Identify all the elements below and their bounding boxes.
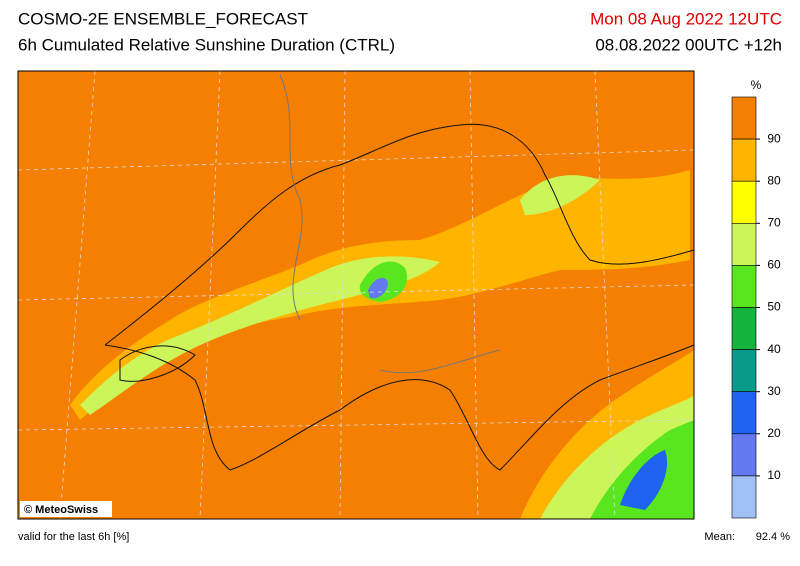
colorbar-label: 30 — [767, 384, 781, 398]
colorbar-label: 80 — [767, 173, 781, 187]
sunshine-band — [620, 450, 668, 510]
colorbar-bin — [731, 433, 757, 477]
colorbar-bin — [731, 138, 757, 182]
footer-note: valid for the last 6h [%] — [18, 531, 129, 543]
borders — [104, 123, 695, 471]
colorbar-label: 40 — [767, 342, 781, 356]
sunshine-band — [80, 256, 440, 415]
subtitle: 6h Cumulated Relative Sunshine Duration … — [18, 35, 395, 54]
title: COSMO-2E ENSEMBLE_FORECAST — [18, 9, 308, 28]
colorbar-bin — [731, 96, 757, 140]
mean-label: Mean: — [704, 531, 735, 543]
colorbar-bin — [731, 265, 757, 308]
credit: © MeteoSwiss — [24, 504, 98, 516]
valid-time: Mon 08 Aug 2022 12UTC — [590, 9, 782, 28]
colorbar-bin — [731, 180, 757, 224]
colorbar-bin — [731, 307, 757, 350]
colorbar-label: 50 — [767, 300, 781, 314]
colorbar-label: 10 — [767, 468, 781, 482]
credit-box — [20, 501, 112, 517]
colorbar-bin — [731, 349, 757, 393]
map-frame — [17, 70, 695, 520]
colorbar-unit: % — [751, 78, 762, 92]
sunshine-band — [520, 175, 600, 215]
colorbar-label: 70 — [767, 215, 781, 229]
run-time: 08.08.2022 00UTC +12h — [595, 35, 782, 54]
mean-value: 92.4 % — [756, 531, 790, 543]
graticule — [17, 70, 695, 520]
map: © MeteoSwiss — [17, 70, 695, 520]
colorbar-label: 90 — [767, 131, 781, 145]
sunshine-band — [368, 277, 388, 299]
colorbar-label: 60 — [767, 258, 781, 272]
colorbar-bin — [731, 223, 757, 266]
rivers — [279, 74, 501, 374]
colorbar: % 90 80 70 60 50 40 30 20 10 — [731, 78, 781, 519]
colorbar-bin — [731, 475, 757, 519]
colorbar-label: 20 — [767, 426, 781, 440]
colorbar-bin — [731, 391, 757, 435]
